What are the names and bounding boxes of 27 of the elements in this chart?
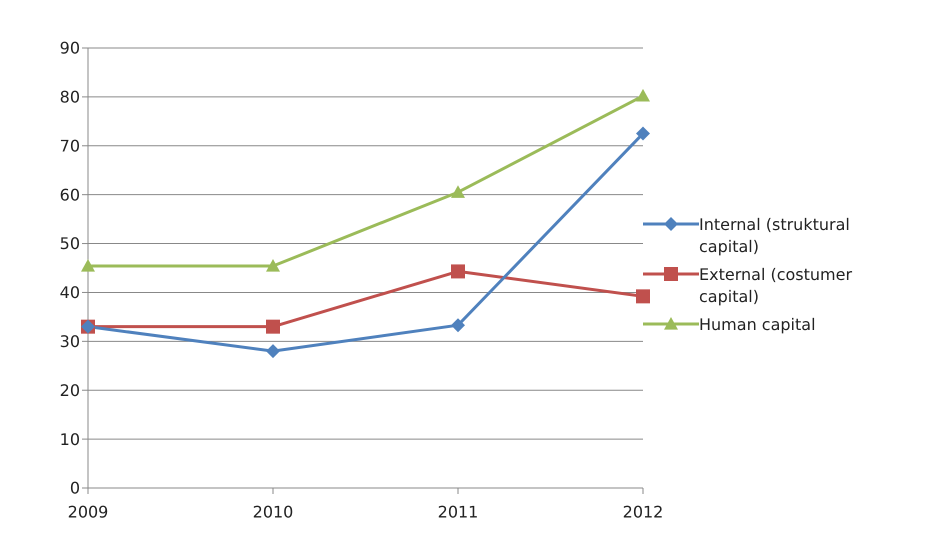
x-tick-label: 2012	[622, 502, 664, 522]
point	[636, 289, 650, 304]
y-tick-label: 80	[60, 88, 80, 107]
point	[451, 318, 465, 332]
point	[266, 259, 280, 272]
y-tick-label: 30	[60, 332, 80, 352]
y-tick-label: 60	[60, 185, 80, 204]
point	[81, 259, 95, 272]
x-tick-label: 2010	[252, 502, 294, 522]
point	[451, 185, 465, 198]
y-tick-label: 20	[60, 380, 80, 400]
legend-label: External (costumer capital)	[699, 264, 854, 308]
y-tick-label: 10	[60, 430, 80, 449]
y-tick-label: 90	[60, 38, 80, 58]
point	[266, 320, 280, 334]
point	[451, 264, 465, 278]
y-tick-label: 50	[60, 234, 80, 254]
y-tick-label: 40	[60, 283, 80, 302]
point	[636, 88, 650, 102]
x-tick-label: 2011	[438, 502, 478, 522]
y-tick-label: 70	[60, 136, 80, 156]
point	[266, 344, 280, 358]
legend-label: Internal (struktural capital)	[699, 214, 851, 258]
legend-label: Human capital	[699, 314, 817, 336]
y-tick-label: 0	[70, 478, 80, 498]
x-tick-label: 2009	[68, 502, 108, 522]
point	[636, 126, 650, 141]
